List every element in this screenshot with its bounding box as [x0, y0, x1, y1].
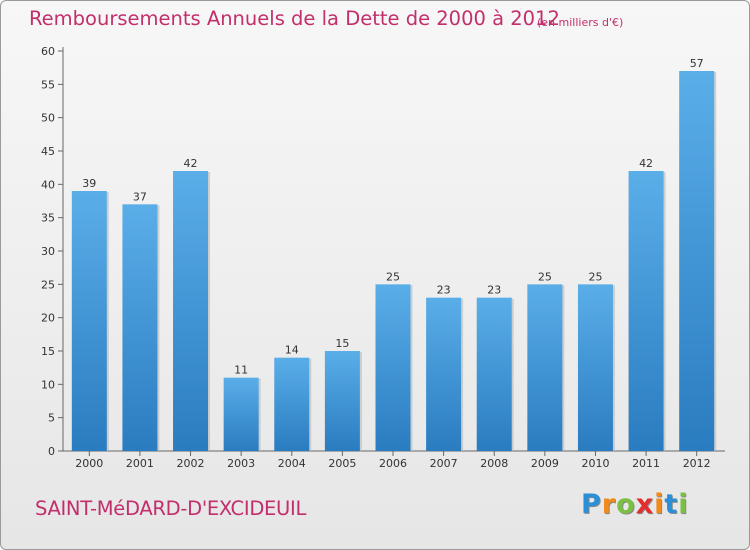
- x-tick-label: 2008: [480, 457, 508, 470]
- bar: [375, 284, 411, 451]
- x-tick-label: 2002: [177, 457, 205, 470]
- bar-value-label: 23: [487, 284, 501, 297]
- logo-letter: i: [678, 489, 689, 520]
- y-tick-label: 35: [41, 212, 55, 225]
- bar: [527, 284, 563, 451]
- x-tick-label: 2009: [531, 457, 559, 470]
- y-tick-label: 25: [41, 278, 55, 291]
- x-tick-label: 2004: [278, 457, 306, 470]
- x-tick-label: 2001: [126, 457, 154, 470]
- bar: [324, 351, 360, 451]
- y-tick-label: 30: [41, 245, 55, 258]
- bar: [628, 171, 664, 451]
- bar-value-label: 42: [639, 157, 653, 170]
- logo-letter: x: [635, 489, 655, 520]
- y-tick-label: 10: [41, 378, 55, 391]
- bar-value-label: 25: [538, 270, 552, 283]
- x-tick-label: 2007: [430, 457, 458, 470]
- y-tick-label: 0: [48, 445, 55, 458]
- y-tick-label: 5: [48, 412, 55, 425]
- bar-value-label: 57: [690, 57, 704, 70]
- bar: [122, 204, 158, 451]
- bar-value-label: 23: [437, 284, 451, 297]
- proxiti-logo: Proxiti: [581, 489, 689, 520]
- bar: [71, 191, 107, 451]
- logo-letter: o: [616, 489, 636, 520]
- logo-letter: r: [601, 489, 617, 520]
- bar: [274, 357, 310, 451]
- x-tick-label: 2012: [683, 457, 711, 470]
- y-tick-label: 40: [41, 178, 55, 191]
- bar: [223, 377, 259, 451]
- y-tick-label: 15: [41, 345, 55, 358]
- bar: [476, 297, 512, 451]
- bar-value-label: 39: [82, 177, 96, 190]
- bar-value-label: 25: [588, 270, 602, 283]
- logo-letter: P: [581, 489, 602, 520]
- y-tick-label: 50: [41, 112, 55, 125]
- bar-value-label: 11: [234, 364, 248, 377]
- bar-value-label: 14: [285, 344, 299, 357]
- bar-value-label: 37: [133, 190, 147, 203]
- x-tick-label: 2010: [581, 457, 609, 470]
- x-tick-label: 2011: [632, 457, 660, 470]
- bar: [679, 71, 715, 451]
- chart-unit: (en milliers d'€): [537, 16, 624, 29]
- bar-value-label: 42: [184, 157, 198, 170]
- bar: [173, 171, 209, 451]
- logo-letter: t: [664, 489, 679, 520]
- y-tick-label: 20: [41, 312, 55, 325]
- commune-name: SAINT-MéDARD-D'EXCIDEUIL: [35, 497, 307, 520]
- x-tick-label: 2000: [75, 457, 103, 470]
- bar: [577, 284, 613, 451]
- y-tick-label: 60: [41, 45, 55, 58]
- logo-letter: i: [654, 489, 665, 520]
- bar-value-label: 15: [335, 337, 349, 350]
- y-tick-label: 55: [41, 78, 55, 91]
- y-tick-label: 45: [41, 145, 55, 158]
- chart-title: Remboursements Annuels de la Dette de 20…: [29, 7, 560, 30]
- bar-value-label: 25: [386, 270, 400, 283]
- x-tick-label: 2005: [328, 457, 356, 470]
- x-tick-label: 2006: [379, 457, 407, 470]
- x-tick-label: 2003: [227, 457, 255, 470]
- bar: [426, 297, 462, 451]
